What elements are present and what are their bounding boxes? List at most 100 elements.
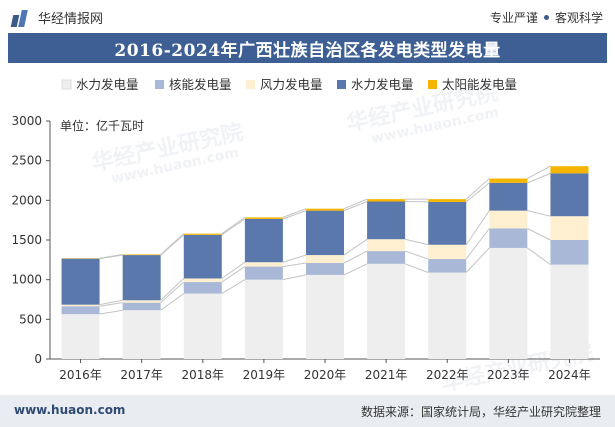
slogan-left: 专业严谨 [489,11,538,25]
slogan-right: 客观科学 [554,11,603,25]
connector-line [99,302,123,307]
slogan: 专业严谨 客观科学 [490,9,603,26]
bar-segment [244,279,283,359]
unit-label: 单位：亿千瓦时 [60,118,144,133]
bar-segment [550,264,589,359]
footer-website: www.huaon.com [14,403,126,417]
legend-item-2: 核能发电量 [155,77,232,92]
x-tick-label: 2019年 [243,368,286,382]
connector-line [221,279,246,294]
bar-segment [306,208,344,211]
brand: 华经情报网 [10,8,103,27]
connector-line [527,247,551,265]
x-tick-label: 2018年 [182,368,225,382]
bar-segment [367,239,406,252]
connector-line [527,172,551,184]
connector-line [99,253,123,259]
legend-item-5: 太阳能发电量 [428,77,517,92]
bar-segment [550,166,589,174]
connector-line [404,263,429,273]
connector-line [343,238,368,256]
connector-line [282,262,307,268]
bar-segment [428,199,467,202]
legend-label: 水力发电量 [76,77,139,92]
bar-segment [489,247,528,359]
bar-segment [122,302,161,311]
x-tick-label: 2021年 [365,368,408,382]
bar-segment [122,255,161,301]
connector-line [343,250,368,264]
bar-segment [550,173,589,217]
bar-segment [428,201,467,245]
connector-line [465,210,490,246]
bar-segment [244,266,283,280]
connector-line [404,238,429,246]
footer-source: 数据来源：国家统计局，华经产业研究院整理 [360,405,601,419]
bar-segment [489,182,528,211]
connector-line [160,293,185,311]
bar-segment [183,278,222,283]
bar-segment [367,201,406,240]
bar-segment [550,216,589,240]
legend-item-4: 水力发电量 [337,77,414,92]
bar-segment [244,262,283,267]
x-tick-label: 2022年 [426,368,469,382]
bar-segment [428,244,467,260]
bar-segment [489,228,528,248]
connector-line [527,228,551,241]
x-tick-label: 2017年 [120,368,163,382]
bar-segment [61,314,100,359]
connector-line [221,216,246,235]
bar-segment [367,263,406,359]
bar-segment [244,217,283,219]
bar-segment [306,263,344,275]
connector-line [465,247,490,273]
bar-segment [550,240,589,265]
bar-segment [367,251,406,264]
legend-label: 水力发电量 [351,77,414,92]
connector-line [221,266,246,283]
bar-segment [428,259,467,273]
connector-line [221,261,246,279]
connector-line [160,234,185,256]
brand-name: 华经情报网 [38,12,104,27]
y-tick-label: 3000 [11,114,42,128]
legend-item-1: 水力发电量 [61,77,139,92]
legend-swatch [337,80,346,89]
y-tick-label: 1500 [11,233,42,247]
bar-segment [61,304,100,307]
x-tick-label: 2024年 [548,368,591,382]
bar-segment [183,282,222,294]
chart-title: 2016-2024年广西壮族自治区各发电类型发电量 [8,33,607,63]
connector-line [160,281,185,304]
connector-line [99,299,123,306]
connector-line [282,208,307,218]
bullet-dot-icon [543,15,549,20]
bar-segment [244,218,283,263]
bar-segment [428,272,467,359]
y-tick-label: 2500 [11,154,42,168]
bar-segment [367,199,406,202]
x-tick-label: 2023年 [487,368,530,382]
connector-line [282,210,307,220]
bar-segment [306,274,344,359]
x-tick-label: 2020年 [304,368,347,382]
connector-line [527,210,551,217]
connector-line [282,274,307,281]
legend-item-3: 风力发电量 [246,77,323,92]
legend-label: 风力发电量 [260,77,323,92]
connector-line [221,218,246,236]
bar-segment [122,254,161,256]
legend-swatch [428,80,437,89]
bar-segment [122,310,161,359]
connector-line [465,178,490,200]
bar-segment [183,234,222,279]
bar-segment [183,233,222,235]
legend-swatch [246,80,255,89]
y-tick-label: 2000 [11,193,42,207]
footer: www.huaon.com 数据来源：国家统计局，华经产业研究院整理 [0,395,615,427]
connector-line [465,182,490,203]
legend-label: 核能发电量 [169,77,232,92]
connector-line [343,201,368,212]
